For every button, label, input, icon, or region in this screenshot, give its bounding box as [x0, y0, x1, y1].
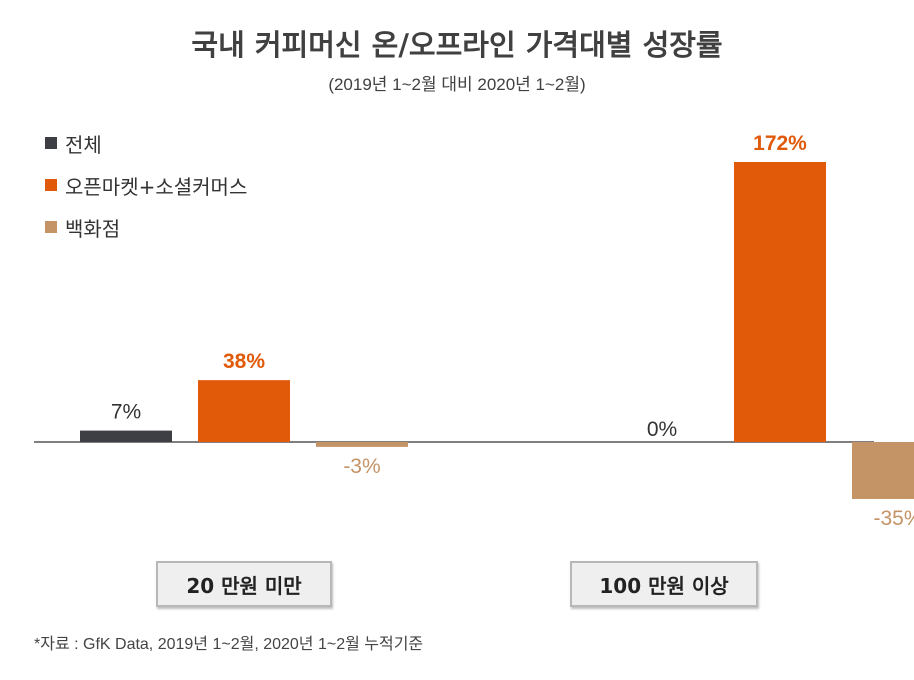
legend-swatch-open-market — [45, 179, 57, 191]
legend-item-department-store: 백화점 — [45, 206, 247, 248]
source-footnote: *자료 : GfK Data, 2019년 1~2월, 2020년 1~2월 누… — [34, 636, 424, 653]
bar-department-store-over-100 — [852, 442, 914, 499]
data-label-total-under-20: 7% — [111, 401, 141, 424]
data-label-department-store-under-20: -3% — [343, 455, 380, 478]
data-labels-group: 7% 38% -3% 0% 172% -35% — [111, 132, 914, 530]
legend: 전체 오픈마켓+소셜커머스 백화점 — [45, 122, 247, 248]
chart-subtitle: (2019년 1~2월 대비 2020년 1~2월) — [328, 75, 586, 94]
data-label-open-market-under-20: 38% — [223, 350, 265, 373]
legend-label-total: 전체 — [65, 132, 102, 157]
category-label-over-100: 100 만원 이상 — [570, 561, 758, 607]
legend-swatch-total — [45, 137, 57, 149]
category-label-under-20: 20 만원 미만 — [156, 561, 332, 607]
chart-title: 국내 커피머신 온/오프라인 가격대별 성장률 — [191, 28, 723, 62]
data-label-total-over-100: 0% — [647, 418, 677, 441]
bar-open-market-under-20 — [198, 380, 290, 442]
data-label-department-store-over-100: -35% — [873, 507, 914, 530]
legend-swatch-department-store — [45, 221, 57, 233]
legend-item-total: 전체 — [45, 122, 247, 164]
bar-open-market-over-100 — [734, 162, 826, 442]
legend-label-open-market: 오픈마켓+소셜커머스 — [65, 174, 248, 199]
data-label-open-market-over-100: 172% — [753, 132, 807, 155]
legend-item-open-market: 오픈마켓+소셜커머스 — [45, 164, 247, 206]
legend-label-department-store: 백화점 — [65, 216, 121, 241]
bars-group — [80, 162, 914, 499]
bar-total-under-20 — [80, 430, 172, 442]
bar-department-store-under-20 — [316, 442, 408, 447]
